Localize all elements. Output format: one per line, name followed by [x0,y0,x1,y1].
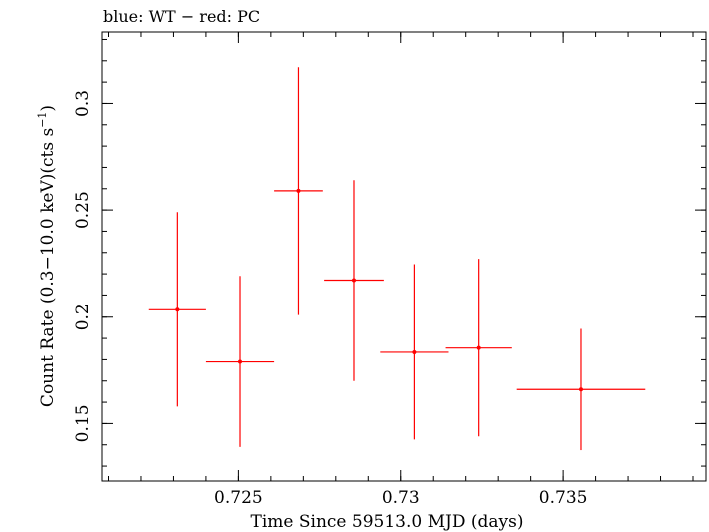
data-marker [412,349,417,354]
axis-ticks [102,32,706,481]
data-point [148,212,206,407]
data-marker [351,278,356,283]
data-marker [578,387,583,392]
data-marker [175,307,180,312]
data-point [324,180,384,381]
data-marker [296,188,301,193]
data-point [445,259,512,437]
y-tick-label: 0.15 [73,404,93,442]
data-marker [238,359,243,364]
x-tick-label: 0.73 [382,488,420,508]
y-axis-label: Count Rate (0.3−10.0 keV)(cts s−1) [36,105,58,407]
data-point [274,67,323,315]
data-point [205,276,275,447]
y-axis-label-superscript: −1 [36,112,49,128]
y-tick-label: 0.25 [73,191,93,229]
y-tick-label: 0.3 [73,90,93,117]
data-point [516,328,646,451]
data-point [380,264,449,440]
x-tick-label: 0.735 [539,488,588,508]
data-marker [476,345,481,350]
chart-title: blue: WT − red: PC [103,7,260,26]
x-tick-label: 0.725 [214,488,263,508]
x-axis-label: Time Since 59513.0 MJD (days) [251,512,524,532]
y-tick-label: 0.2 [73,303,93,330]
data-series [148,67,646,451]
plot-frame [101,31,707,482]
y-axis-label-main: Count Rate (0.3−10.0 keV)(cts s [38,128,58,407]
y-axis-label-close: ) [38,105,58,112]
axis-tick-labels: 0.725 0.73 0.735 0.15 0.2 0.25 0.3 [73,90,587,508]
